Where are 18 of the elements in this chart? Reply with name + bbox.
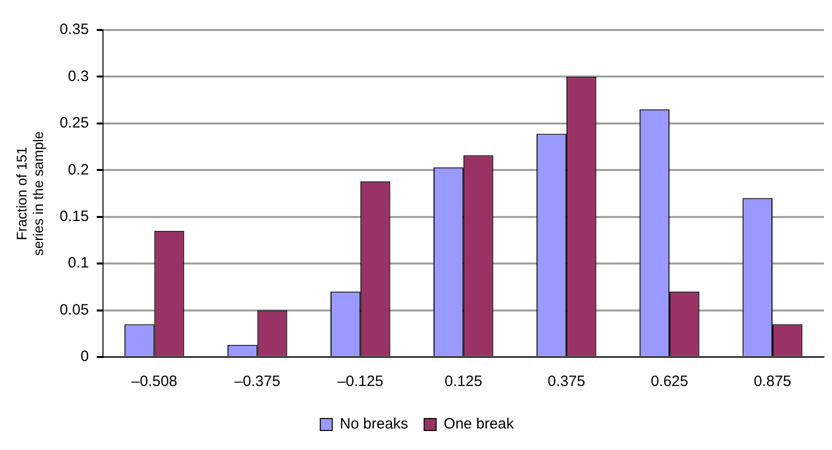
x-tick-label: 0.375 [548,373,586,390]
y-tick-label: 0.2 [68,161,89,178]
y-tick-label: 0.25 [60,114,89,132]
x-tick-label: –0.508 [131,373,178,390]
x-tick-label: 0.625 [650,373,688,390]
y-tick-label: 0.15 [60,208,89,225]
x-tick-label: 0.875 [754,373,792,390]
y-tick-label: 0.3 [68,68,89,85]
y-tick-label: 0.05 [60,301,89,318]
y-tick-label: 0.35 [60,21,89,38]
y-tick-label: 0 [80,348,89,366]
x-tick-label: –0.125 [337,373,384,390]
x-tick-label: –0.375 [234,373,280,390]
legend-label: No breaks [340,416,408,433]
y-tick-label: 0.1 [68,254,89,272]
x-tick-label: 0.125 [444,373,482,390]
legend-label: One break [444,416,514,433]
y-axis-title: Fraction of 151 series in the sample [13,131,46,256]
